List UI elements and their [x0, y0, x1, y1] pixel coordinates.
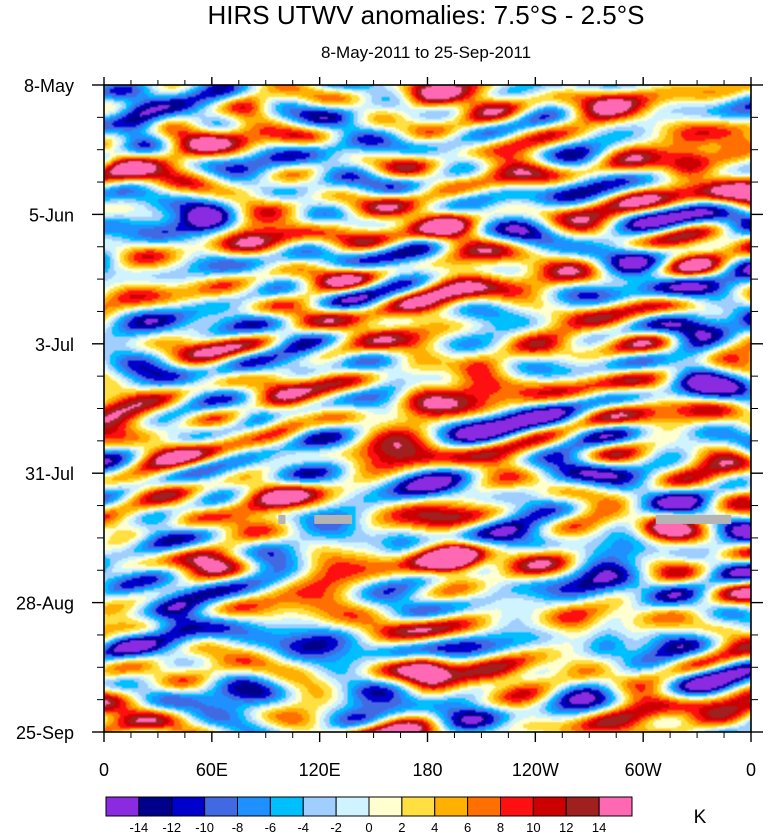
chart-title: HIRS UTWV anomalies: 7.5°S - 2.5°S — [208, 0, 645, 30]
colorbar-label: 0 — [365, 820, 372, 834]
x-tick-label: 0 — [99, 760, 109, 780]
colorbar-label: -12 — [162, 820, 181, 834]
colorbar-label: -4 — [297, 820, 309, 834]
y-tick-label: 31-Jul — [25, 464, 74, 484]
x-tick-label: 180 — [412, 760, 442, 780]
colorbar-swatch — [532, 796, 567, 817]
colorbar-swatch — [269, 796, 304, 817]
y-tick-label: 5-Jun — [29, 205, 74, 225]
chart-subtitle: 8-May-2011 to 25-Sep-2011 — [321, 43, 531, 62]
colorbar-label: -6 — [265, 820, 277, 834]
colorbar-swatch — [565, 796, 600, 817]
colorbar-swatch — [467, 796, 501, 817]
colorbar-swatch — [434, 796, 469, 817]
colorbar-swatch — [204, 796, 238, 817]
missing-data-segment — [314, 514, 353, 524]
y-tick-label: 25-Sep — [16, 723, 74, 743]
colorbar-label: -10 — [195, 820, 214, 834]
x-tick-label: 0 — [746, 760, 756, 780]
colorbar-swatch — [335, 796, 370, 817]
colorbar-label: 14 — [592, 820, 606, 834]
anomaly-contour-field — [104, 85, 751, 732]
colorbar-swatch — [500, 796, 534, 817]
colorbar-label: 4 — [431, 820, 438, 834]
colorbar-label: 8 — [497, 820, 504, 834]
colorbar-label: -2 — [330, 820, 342, 834]
colorbar-swatch — [401, 796, 436, 817]
y-tick-label: 3-Jul — [35, 335, 74, 355]
x-tick-label: 120W — [512, 760, 559, 780]
missing-data-layer — [278, 514, 732, 524]
axes: 0 60E 120E 180 120W 60W 0 8-May 5-Jun 3-Jul 31-Jul… — [16, 76, 763, 780]
colorbar-label: -8 — [232, 820, 244, 834]
colorbar-swatch — [598, 796, 633, 817]
colorbar-swatch — [138, 796, 173, 817]
y-tick-label: 8-May — [24, 76, 74, 96]
colorbar: -14 -12 -10 -8 -6 -4 -2 0 2 4 6 8 10 12 14 K — [105, 796, 707, 834]
x-tick-label: 120E — [299, 760, 341, 780]
colorbar-swatch — [237, 796, 271, 817]
x-tick-label: 60W — [625, 760, 662, 780]
colorbar-units: K — [694, 807, 707, 828]
colorbar-label: 6 — [464, 820, 471, 834]
missing-data-segment — [278, 514, 286, 524]
y-tick-label: 28-Aug — [16, 594, 74, 614]
colorbar-swatch — [171, 796, 206, 817]
colorbar-swatch — [368, 796, 403, 817]
colorbar-label: 2 — [398, 820, 405, 834]
missing-data-segment — [655, 514, 732, 524]
colorbar-swatch — [105, 796, 140, 817]
colorbar-swatch — [302, 796, 337, 817]
colorbar-label: -14 — [129, 820, 148, 834]
colorbar-label: 12 — [559, 820, 573, 834]
x-tick-label: 60E — [196, 760, 228, 780]
colorbar-label: 10 — [526, 820, 540, 834]
